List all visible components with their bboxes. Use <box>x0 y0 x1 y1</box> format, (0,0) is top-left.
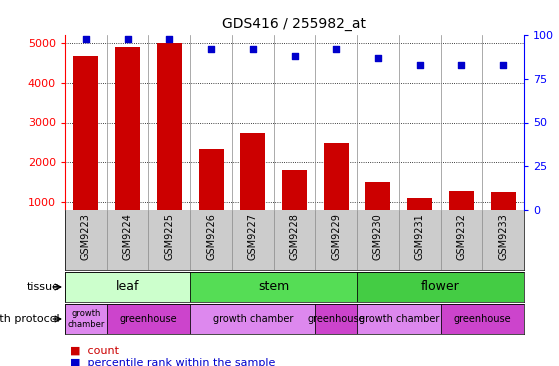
Bar <box>449 191 474 210</box>
Text: GSM9228: GSM9228 <box>290 213 300 260</box>
Bar <box>190 272 357 302</box>
Bar <box>65 304 107 334</box>
Point <box>499 62 508 68</box>
Text: growth chamber: growth chamber <box>359 314 439 324</box>
Text: greenhouse: greenhouse <box>453 314 511 324</box>
Point <box>331 46 340 52</box>
Text: GSM9232: GSM9232 <box>456 213 466 260</box>
Text: GSM9231: GSM9231 <box>415 213 425 260</box>
Point <box>165 36 174 41</box>
Point <box>373 55 382 61</box>
Text: GSM9223: GSM9223 <box>81 213 91 260</box>
Text: stem: stem <box>258 280 289 294</box>
Bar <box>240 133 266 210</box>
Bar <box>73 56 98 210</box>
Text: tissue: tissue <box>26 282 59 292</box>
Text: GSM9224: GSM9224 <box>122 213 132 260</box>
Text: GSM9226: GSM9226 <box>206 213 216 260</box>
Point <box>82 36 91 41</box>
Bar <box>366 182 391 210</box>
Point <box>290 53 299 59</box>
Point <box>415 62 424 68</box>
Text: growth chamber: growth chamber <box>212 314 293 324</box>
Bar <box>115 47 140 210</box>
Text: greenhouse: greenhouse <box>307 314 365 324</box>
Point <box>123 36 132 41</box>
Text: greenhouse: greenhouse <box>120 314 177 324</box>
Point <box>457 62 466 68</box>
Bar <box>107 304 190 334</box>
Text: growth
chamber: growth chamber <box>67 309 105 329</box>
Bar <box>357 272 524 302</box>
Text: leaf: leaf <box>116 280 139 294</box>
Bar <box>282 170 307 210</box>
Text: ■  count: ■ count <box>70 346 119 356</box>
Text: GSM9230: GSM9230 <box>373 213 383 260</box>
Bar <box>440 304 524 334</box>
Bar <box>324 143 349 210</box>
Text: GSM9233: GSM9233 <box>498 213 508 260</box>
Bar <box>190 304 315 334</box>
Bar <box>407 198 432 210</box>
Text: GSM9225: GSM9225 <box>164 213 174 260</box>
Text: ■  percentile rank within the sample: ■ percentile rank within the sample <box>70 358 276 366</box>
Bar <box>315 304 357 334</box>
Bar <box>65 272 190 302</box>
Text: growth protocol: growth protocol <box>0 314 59 324</box>
Bar <box>157 43 182 210</box>
Bar <box>357 304 440 334</box>
Point <box>207 46 216 52</box>
Bar <box>198 149 224 210</box>
Text: flower: flower <box>421 280 460 294</box>
Bar <box>491 192 515 210</box>
Title: GDS416 / 255982_at: GDS416 / 255982_at <box>222 17 367 31</box>
Point <box>248 46 257 52</box>
Text: GSM9227: GSM9227 <box>248 213 258 260</box>
Text: GSM9229: GSM9229 <box>331 213 341 260</box>
